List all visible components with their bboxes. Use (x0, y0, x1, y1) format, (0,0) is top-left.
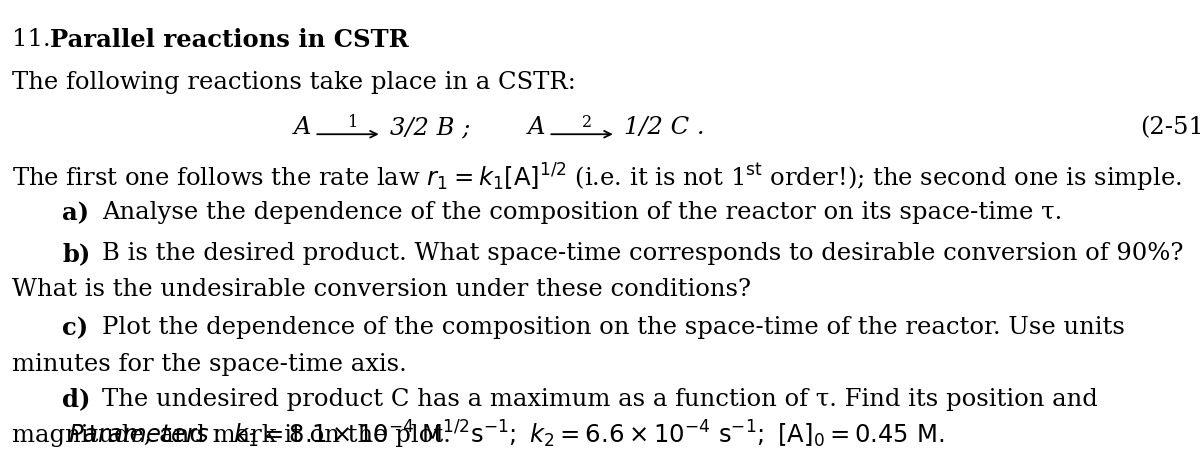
Text: minutes for the space-time axis.: minutes for the space-time axis. (12, 353, 407, 376)
Text: Parallel reactions in CSTR: Parallel reactions in CSTR (50, 28, 409, 52)
Text: a): a) (62, 201, 90, 225)
Text: d): d) (62, 388, 91, 412)
Text: $\mathit{Parameters:}\ k_1 = 8.1\times10^{-4}\ \mathrm{M}^{1/2}\mathrm{s}^{-1};\: $\mathit{Parameters:}\ k_1 = 8.1\times10… (68, 419, 944, 450)
Text: 1/2 C .: 1/2 C . (624, 116, 704, 139)
Text: A: A (528, 116, 546, 139)
Text: (2-51): (2-51) (1140, 116, 1200, 139)
Text: What is the undesirable conversion under these conditions?: What is the undesirable conversion under… (12, 278, 751, 302)
Text: 3/2 B ;: 3/2 B ; (390, 116, 470, 139)
Text: B is the desired product. What space-time corresponds to desirable conversion of: B is the desired product. What space-tim… (102, 242, 1183, 265)
Text: 11.: 11. (12, 28, 50, 51)
Text: The first one follows the rate law $r_1 = k_1[\mathrm{A}]^{1/2}$ (i.e. it is not: The first one follows the rate law $r_1 … (12, 162, 1182, 194)
Text: c): c) (62, 316, 89, 340)
Text: A: A (294, 116, 312, 139)
Text: The undesired product C has a maximum as a function of τ. Find its position and: The undesired product C has a maximum as… (102, 388, 1098, 411)
Text: 1: 1 (348, 114, 359, 131)
Text: magnitude, and mark it on the plot.: magnitude, and mark it on the plot. (12, 424, 451, 447)
Text: Analyse the dependence of the composition of the reactor on its space-time τ.: Analyse the dependence of the compositio… (102, 201, 1062, 224)
Text: The following reactions take place in a CSTR:: The following reactions take place in a … (12, 71, 576, 94)
Text: b): b) (62, 242, 91, 266)
Text: Plot the dependence of the composition on the space-time of the reactor. Use uni: Plot the dependence of the composition o… (102, 316, 1124, 339)
Text: 2: 2 (582, 114, 592, 131)
